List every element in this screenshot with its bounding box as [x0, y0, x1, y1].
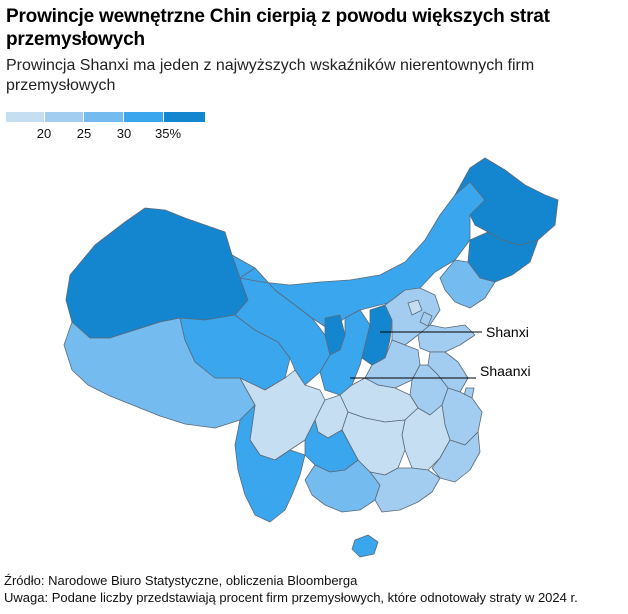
source-note: Źródło: Narodowe Biuro Statystyczne, obl…	[4, 573, 358, 588]
legend-tick-25: 25	[76, 126, 92, 141]
data-note: Uwaga: Podane liczby przedstawiają proce…	[4, 590, 578, 605]
legend-tick-20: 20	[36, 126, 52, 141]
shaanxi-label: Shaanxi	[480, 363, 531, 379]
legend-tick-35: 35%	[154, 126, 182, 141]
footer-notes: Źródło: Narodowe Biuro Statystyczne, obl…	[4, 572, 624, 606]
legend-swatch-4	[124, 112, 163, 122]
chart-title: Prowincje wewnętrzne Chin cierpią z powo…	[6, 6, 550, 50]
province-shandong	[417, 324, 476, 353]
legend-tick-30: 30	[116, 126, 132, 141]
province-beijing	[407, 299, 423, 316]
legend-swatch-3	[84, 112, 123, 122]
color-legend: 20 25 30 35%	[6, 112, 206, 148]
legend-swatch-2	[45, 112, 83, 122]
province-guizhou	[304, 419, 359, 473]
province-fujian	[431, 431, 481, 483]
china-province-map: Shanxi Shaanxi	[0, 150, 628, 570]
province-hainan	[351, 534, 379, 558]
province-yunnan	[234, 404, 306, 523]
shanxi-label: Shanxi	[486, 324, 529, 340]
legend-swatch-5	[164, 112, 205, 122]
chart-subtitle: Prowincja Shanxi ma jeden z najwyższych …	[6, 57, 535, 94]
province-liaoning	[439, 259, 496, 309]
province-tianjin	[419, 311, 433, 327]
province-guangdong	[369, 467, 441, 513]
legend-swatch-1	[6, 112, 44, 122]
